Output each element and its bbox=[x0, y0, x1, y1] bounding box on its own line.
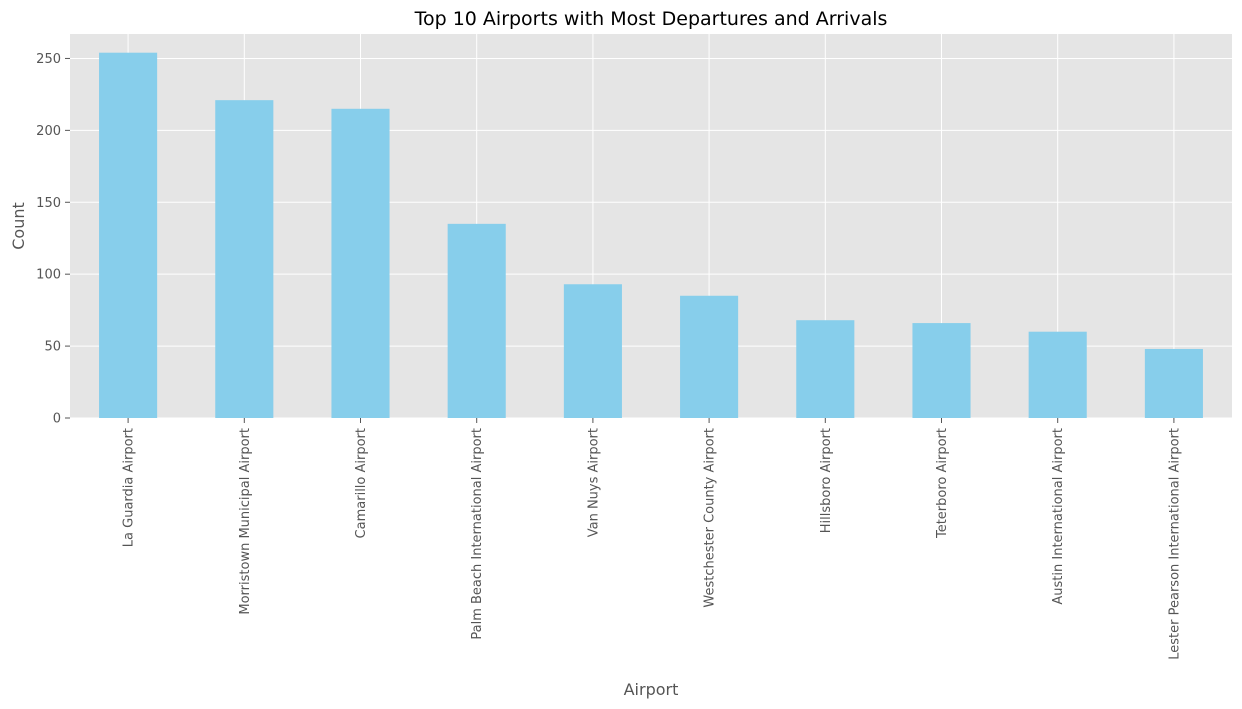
x-tick-label: Westchester County Airport bbox=[703, 428, 718, 608]
y-tick-label: 200 bbox=[36, 124, 61, 139]
x-tick-label: Austin International Airport bbox=[1051, 428, 1066, 605]
bar bbox=[1144, 348, 1203, 418]
y-tick-label: 50 bbox=[44, 340, 61, 355]
bar bbox=[1028, 331, 1087, 418]
bar bbox=[331, 108, 390, 419]
y-axis-label: Count bbox=[9, 202, 28, 250]
x-tick-label: Hillsboro Airport bbox=[819, 428, 834, 533]
bar bbox=[563, 284, 622, 418]
x-axis-label: Airport bbox=[624, 680, 679, 699]
x-tick-label: Lester Pearson International Airport bbox=[1167, 428, 1182, 660]
y-tick-label: 250 bbox=[36, 52, 61, 67]
bar bbox=[796, 320, 855, 418]
x-tick-label: Camarillo Airport bbox=[354, 428, 369, 538]
bar bbox=[99, 52, 158, 419]
x-tick-label: Morristown Municipal Airport bbox=[238, 428, 253, 615]
x-tick-label: La Guardia Airport bbox=[122, 428, 137, 547]
x-tick-label: Teterboro Airport bbox=[935, 428, 950, 539]
chart-title: Top 10 Airports with Most Departures and… bbox=[414, 8, 888, 30]
y-tick-label: 0 bbox=[53, 412, 61, 427]
x-tick-label: Palm Beach International Airport bbox=[470, 428, 485, 640]
x-tick-label: Van Nuys Airport bbox=[586, 428, 601, 537]
y-tick-label: 100 bbox=[36, 268, 61, 283]
bar bbox=[912, 323, 971, 418]
x-axis-ticks: La Guardia Airport Morristown Municipal A… bbox=[122, 418, 1182, 660]
bar bbox=[680, 295, 739, 418]
y-axis-ticks: 0 50 100 150 200 250 bbox=[36, 52, 70, 427]
bar bbox=[447, 223, 506, 418]
bars bbox=[99, 52, 1203, 419]
bar bbox=[215, 100, 274, 419]
y-tick-label: 150 bbox=[36, 196, 61, 211]
